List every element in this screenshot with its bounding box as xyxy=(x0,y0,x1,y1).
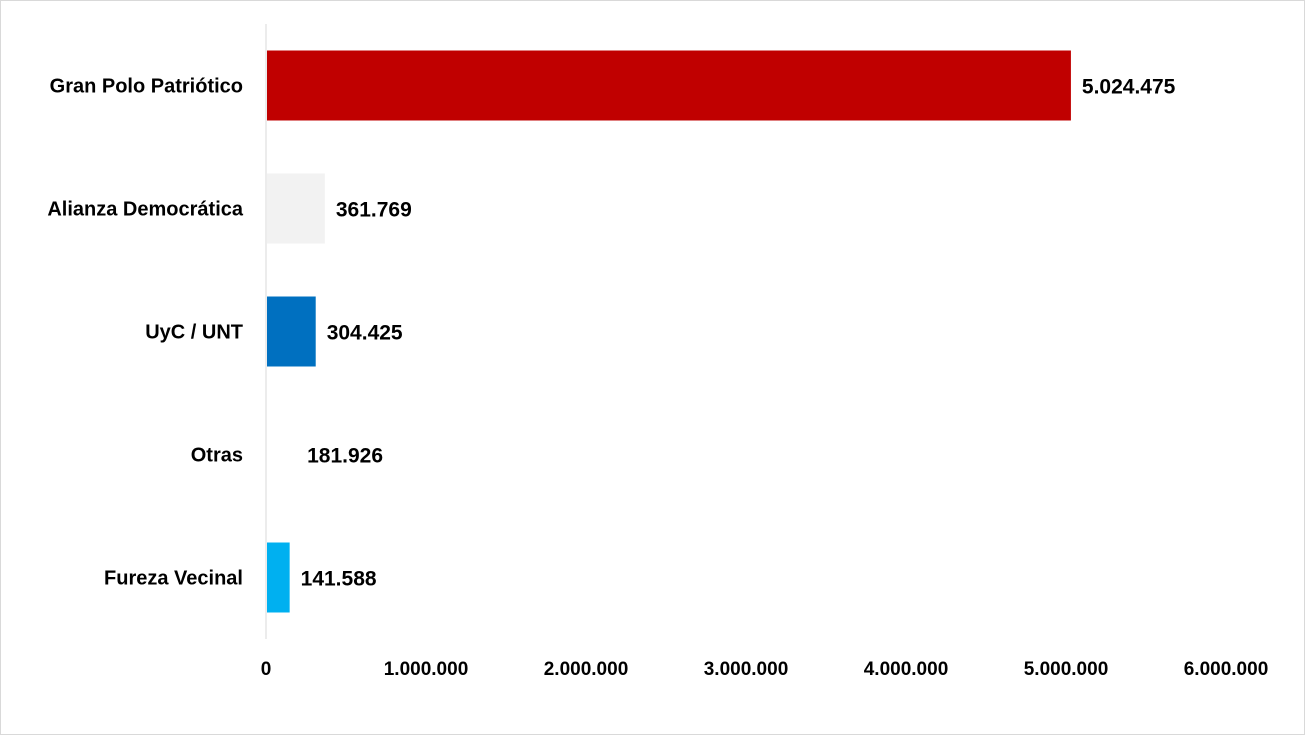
x-tick-label: 4.000.000 xyxy=(864,659,949,680)
bar xyxy=(267,296,316,367)
category-label: Otras xyxy=(191,445,243,467)
bar xyxy=(267,542,290,613)
value-label: 304.425 xyxy=(327,322,403,345)
value-label: 5.024.475 xyxy=(1082,76,1176,99)
x-tick-label: 5.000.000 xyxy=(1024,659,1109,680)
value-label: 181.926 xyxy=(307,445,383,468)
bar xyxy=(267,50,1071,121)
x-tick-label: 6.000.000 xyxy=(1184,659,1269,680)
value-label: 361.769 xyxy=(336,199,412,222)
category-label: Alianza Democrática xyxy=(47,199,244,221)
x-tick-label: 1.000.000 xyxy=(384,659,469,680)
category-label: Gran Polo Patriótico xyxy=(50,76,243,98)
category-label: Fureza Vecinal xyxy=(104,568,243,590)
bar xyxy=(267,419,297,490)
value-label: 141.588 xyxy=(301,568,377,591)
x-tick-label: 3.000.000 xyxy=(704,659,789,680)
x-tick-label: 0 xyxy=(261,659,272,680)
bar xyxy=(267,173,325,244)
x-tick-label: 2.000.000 xyxy=(544,659,629,680)
category-label: UyC / UNT xyxy=(145,322,243,344)
